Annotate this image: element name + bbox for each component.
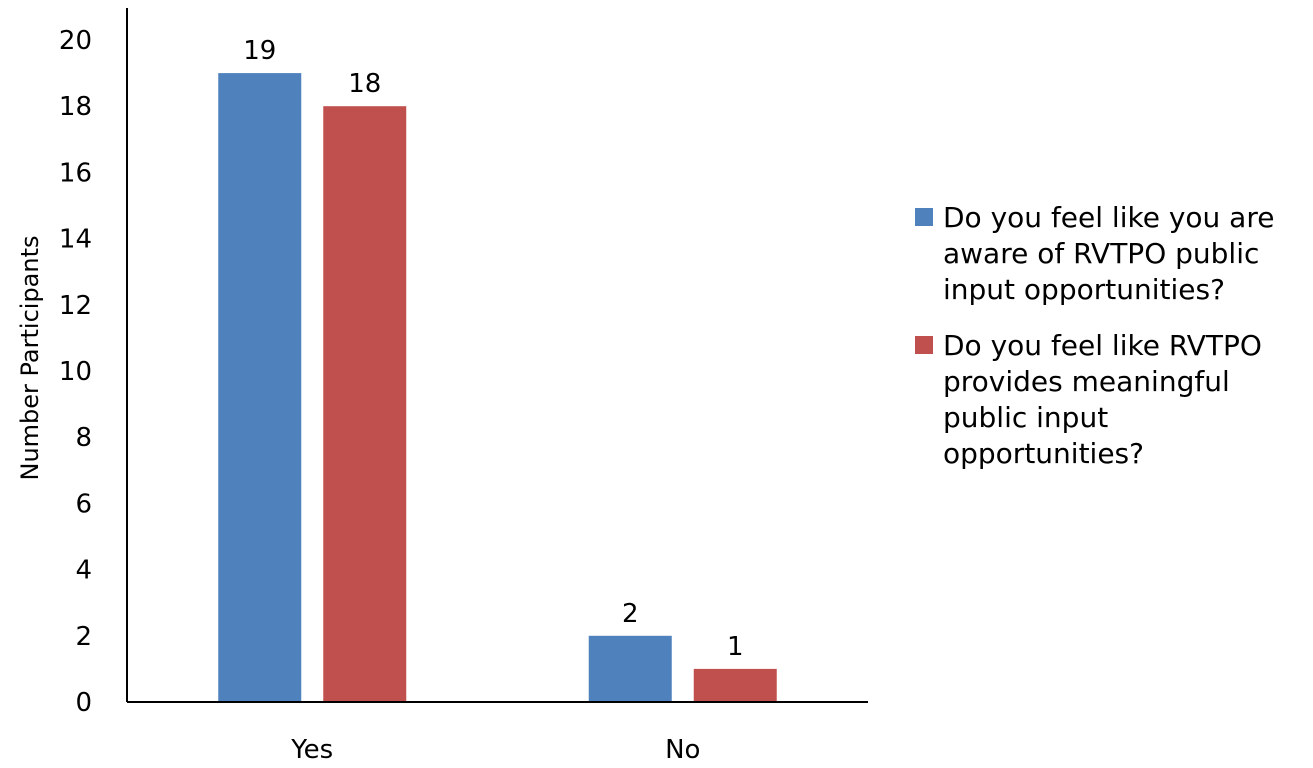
legend-label: Do you feel like you are aware of RVTPO … (943, 201, 1275, 306)
y-tick-label: 0 (75, 688, 92, 718)
y-axis-title: Number Participants (16, 235, 44, 480)
legend-swatch (915, 208, 933, 226)
y-tick-label: 18 (59, 92, 92, 122)
legend-label: Do you feel like RVTPO provides meaningf… (943, 329, 1262, 470)
bar-chart: 0 2 4 6 8 10 12 14 16 18 20 19 18 2 1 Yes No Number Pa… (16, 8, 868, 765)
y-tick-label: 12 (59, 291, 92, 321)
y-tick-label: 14 (59, 225, 92, 255)
x-tick-label: No (665, 735, 700, 765)
data-label: 19 (243, 36, 276, 66)
legend-swatch (915, 336, 933, 354)
bar (588, 635, 672, 702)
bar (693, 668, 777, 702)
bars (218, 73, 777, 703)
legend: Do you feel like you are aware of RVTPO … (915, 200, 1310, 492)
data-label: 2 (622, 599, 639, 629)
y-tick-label: 4 (75, 556, 92, 586)
y-tick-label: 16 (59, 158, 92, 188)
y-axis-ticks: 0 2 4 6 8 10 12 14 16 18 20 (59, 26, 92, 718)
y-tick-label: 6 (75, 489, 92, 519)
x-axis-ticks: Yes No (290, 735, 700, 765)
legend-item: Do you feel like RVTPO provides meaningf… (915, 328, 1310, 472)
data-labels: 19 18 2 1 (243, 36, 743, 662)
legend-item: Do you feel like you are aware of RVTPO … (915, 200, 1310, 308)
bar (323, 106, 407, 702)
y-tick-label: 10 (59, 357, 92, 387)
data-label: 18 (348, 69, 381, 99)
data-label: 1 (727, 632, 744, 662)
bar (218, 73, 302, 703)
y-tick-label: 8 (75, 423, 92, 453)
x-tick-label: Yes (290, 735, 333, 765)
y-tick-label: 20 (59, 26, 92, 56)
y-tick-label: 2 (75, 622, 92, 652)
